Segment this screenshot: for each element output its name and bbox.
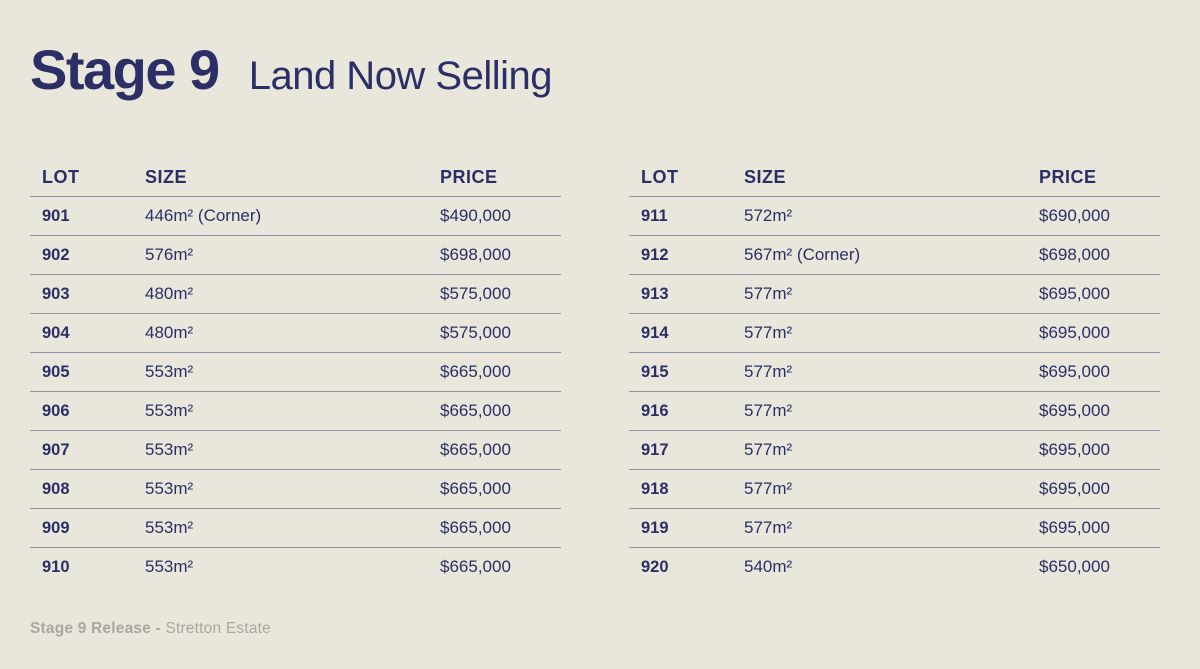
table-row: 903 480m² $575,000 xyxy=(30,274,561,313)
price-cell: $665,000 xyxy=(440,440,511,459)
size-cell: 567m² (Corner) xyxy=(744,245,861,264)
size-cell: 576m² xyxy=(145,245,194,264)
lot-cell: 919 xyxy=(641,518,669,537)
footer-release-label: Stage 9 Release - xyxy=(30,620,161,637)
price-cell: $695,000 xyxy=(1039,479,1110,498)
table-row: 911 572m² $690,000 xyxy=(629,196,1160,235)
size-cell: 446m² (Corner) xyxy=(145,206,262,225)
lot-cell: 917 xyxy=(641,440,669,459)
lot-cell: 916 xyxy=(641,401,669,420)
size-cell: 480m² xyxy=(145,323,194,342)
lot-cell: 913 xyxy=(641,284,669,303)
lot-cell: 918 xyxy=(641,479,669,498)
table-row: 918 577m² $695,000 xyxy=(629,469,1160,508)
size-cell: 577m² xyxy=(744,323,793,342)
size-cell: 553m² xyxy=(145,518,194,537)
column-header-price: PRICE xyxy=(440,166,498,187)
price-cell: $695,000 xyxy=(1039,323,1110,342)
lot-cell: 911 xyxy=(641,206,668,225)
lot-cell: 920 xyxy=(641,557,669,576)
table-header-row: LOT SIZE PRICE xyxy=(30,158,561,196)
price-cell: $698,000 xyxy=(440,245,511,264)
table-row: 912 567m² (Corner) $698,000 xyxy=(629,235,1160,274)
lot-cell: 901 xyxy=(42,206,70,225)
size-cell: 577m² xyxy=(744,440,793,459)
table-row: 905 553m² $665,000 xyxy=(30,352,561,391)
column-header-lot: LOT xyxy=(42,166,80,187)
table-row: 919 577m² $695,000 xyxy=(629,508,1160,547)
size-cell: 553m² xyxy=(145,557,194,576)
price-cell: $665,000 xyxy=(440,401,511,420)
size-cell: 577m² xyxy=(744,479,793,498)
price-cell: $575,000 xyxy=(440,284,511,303)
page-subtitle: Land Now Selling xyxy=(248,54,553,98)
size-cell: 577m² xyxy=(744,401,793,420)
size-cell: 553m² xyxy=(145,362,194,381)
lot-cell: 907 xyxy=(42,440,70,459)
table-row: 914 577m² $695,000 xyxy=(629,313,1160,352)
price-cell: $695,000 xyxy=(1039,440,1110,459)
table-row: 916 577m² $695,000 xyxy=(629,391,1160,430)
price-cell: $665,000 xyxy=(440,362,511,381)
table-row: 907 553m² $665,000 xyxy=(30,430,561,469)
lot-cell: 909 xyxy=(42,518,70,537)
lot-cell: 908 xyxy=(42,479,70,498)
price-cell: $665,000 xyxy=(440,518,511,537)
lot-cell: 904 xyxy=(42,323,70,342)
size-cell: 577m² xyxy=(744,362,793,381)
price-cell: $650,000 xyxy=(1039,557,1110,576)
price-cell: $490,000 xyxy=(440,206,511,225)
footer-estate-name: Stretton Estate xyxy=(165,620,271,637)
table-row: 902 576m² $698,000 xyxy=(30,235,561,274)
table-row: 904 480m² $575,000 xyxy=(30,313,561,352)
table-row: 920 540m² $650,000 xyxy=(629,547,1160,586)
size-cell: 577m² xyxy=(744,518,793,537)
size-cell: 553m² xyxy=(145,479,194,498)
table-row: 909 553m² $665,000 xyxy=(30,508,561,547)
column-header-price: PRICE xyxy=(1039,166,1097,187)
pricing-table-right: LOT SIZE PRICE 911 572m² $690,000 912 567m² (Co… xyxy=(629,158,1160,586)
table-row: 910 553m² $665,000 xyxy=(30,547,561,586)
size-cell: 572m² xyxy=(744,206,793,225)
page-title: Stage 9 xyxy=(30,38,220,101)
lot-cell: 914 xyxy=(641,323,669,342)
price-cell: $695,000 xyxy=(1039,518,1110,537)
size-cell: 540m² xyxy=(744,557,793,576)
table-row: 915 577m² $695,000 xyxy=(629,352,1160,391)
size-cell: 553m² xyxy=(145,440,194,459)
column-header-size: SIZE xyxy=(744,166,787,187)
lot-cell: 906 xyxy=(42,401,70,420)
pricing-tables: LOT SIZE PRICE 901 446m² (Corner) $490,000 902… xyxy=(30,158,1160,586)
table-row: 908 553m² $665,000 xyxy=(30,469,561,508)
table-header-row: LOT SIZE PRICE xyxy=(629,158,1160,196)
lot-cell: 903 xyxy=(42,284,70,303)
lot-cell: 912 xyxy=(641,245,669,264)
lot-cell: 915 xyxy=(641,362,669,381)
pricing-table-left: LOT SIZE PRICE 901 446m² (Corner) $490,000 902… xyxy=(30,158,561,586)
lot-cell: 902 xyxy=(42,245,70,264)
lot-cell: 910 xyxy=(42,557,70,576)
price-cell: $665,000 xyxy=(440,479,511,498)
footer-caption: Stage 9 Release - Stretton Estate xyxy=(30,620,271,638)
size-cell: 553m² xyxy=(145,401,194,420)
title-row: Stage 9 Land Now Selling xyxy=(30,38,553,101)
price-cell: $690,000 xyxy=(1039,206,1110,225)
column-header-lot: LOT xyxy=(641,166,679,187)
price-cell: $698,000 xyxy=(1039,245,1110,264)
lot-cell: 905 xyxy=(42,362,70,381)
table-row: 917 577m² $695,000 xyxy=(629,430,1160,469)
price-cell: $575,000 xyxy=(440,323,511,342)
table-row: 901 446m² (Corner) $490,000 xyxy=(30,196,561,235)
price-cell: $665,000 xyxy=(440,557,511,576)
column-header-size: SIZE xyxy=(145,166,188,187)
size-cell: 480m² xyxy=(145,284,194,303)
table-row: 913 577m² $695,000 xyxy=(629,274,1160,313)
price-cell: $695,000 xyxy=(1039,284,1110,303)
table-row: 906 553m² $665,000 xyxy=(30,391,561,430)
size-cell: 577m² xyxy=(744,284,793,303)
price-cell: $695,000 xyxy=(1039,362,1110,381)
price-cell: $695,000 xyxy=(1039,401,1110,420)
